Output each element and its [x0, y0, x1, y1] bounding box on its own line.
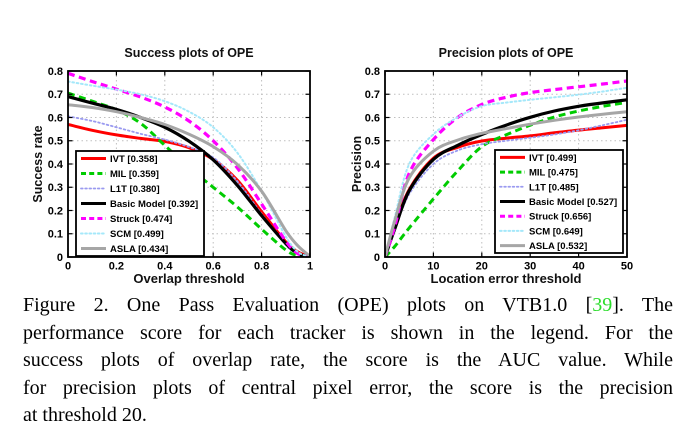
caption-line: performance score for each tracker is sh… [23, 320, 673, 348]
x-tick-label: 0 [65, 261, 71, 273]
plot-title: Success plots of OPE [124, 46, 254, 60]
x-tick-label: 10 [427, 261, 439, 273]
curve-scm [385, 86, 627, 257]
legend-label-asla: ASLA [0.434] [110, 244, 168, 255]
caption-text: performance score for each tracker is sh… [23, 321, 673, 344]
x-tick-label: 0.8 [254, 261, 269, 273]
caption-line: success plots of overlap rate, the score… [23, 347, 673, 375]
y-tick-label: 0.6 [48, 112, 63, 124]
x-axis-label: Location error threshold [430, 271, 582, 286]
x-tick-label: 1 [307, 261, 313, 273]
legend-label-scm: SCM [0.649] [529, 226, 583, 237]
y-tick-label: 0.4 [365, 159, 381, 171]
y-tick-label: 0.5 [365, 136, 380, 148]
caption-text: Figure 2. One Pass Evaluation (OPE) plot… [23, 294, 593, 316]
curve-struck [68, 71, 310, 257]
caption-line: at threshold 20. [23, 402, 673, 430]
x-tick-label: 0.4 [157, 261, 173, 273]
legend-label-asla: ASLA [0.532] [529, 241, 587, 252]
caption-text: ]. The [612, 294, 673, 316]
y-tick-label: 0.5 [48, 136, 63, 148]
legend-label-basic-model: Basic Model [0.392] [110, 199, 198, 210]
plot-title: Precision plots of OPE [438, 46, 574, 60]
y-tick-label: 0.2 [48, 205, 63, 217]
curve-asla [68, 103, 310, 257]
x-tick-label: 20 [476, 261, 488, 273]
legend-label-l1t: L1T [0.380] [110, 184, 160, 195]
caption-line: Figure 2. One Pass Evaluation (OPE) plot… [23, 292, 673, 320]
legend-label-basic-model: Basic Model [0.527] [529, 197, 617, 208]
y-tick-label: 0.2 [365, 205, 380, 217]
x-tick-label: 30 [524, 261, 536, 273]
x-tick-label: 0 [382, 261, 388, 273]
legend-label-mil: MIL [0.359] [110, 169, 159, 180]
success-plot-canvas: 0 0.2 0.4 0.6 0.8 1 0 0.1 0.2 0.3 0.4 0.5 0.6 0.7 0.8 I… [48, 66, 313, 273]
curve-scm [68, 80, 310, 257]
x-tick-label: 0.6 [206, 261, 221, 273]
y-tick-label: 0.8 [365, 66, 380, 78]
caption-line: for precision plots of central pixel err… [23, 375, 673, 403]
legend-label-ivt: IVT [0.358] [110, 154, 158, 165]
precision-plot-canvas: 0 10 20 30 40 50 0 0.1 0.2 0.3 0.4 0.5 0.6 0.7 0.8 IVT … [365, 66, 633, 273]
legend-label-ivt: IVT [0.499] [529, 153, 577, 164]
y-tick-label: 0.1 [48, 229, 63, 241]
legend-label-struck: Struck [0.656] [529, 212, 591, 223]
legend-label-mil: MIL [0.475] [529, 168, 578, 179]
y-tick-label: 0.3 [365, 182, 380, 194]
curve-asla [385, 110, 627, 257]
success-plot: Success plots of OPE Success rate Overla… [0, 0, 348, 295]
curve-struck [385, 79, 627, 257]
y-tick-label: 0.1 [365, 229, 380, 241]
caption-text: success plots of overlap rate, the score… [23, 349, 673, 372]
citation-link[interactable]: 39 [592, 294, 613, 316]
x-tick-label: 40 [572, 261, 584, 273]
x-tick-label: 50 [621, 261, 633, 273]
caption-text: for precision plots of central pixel err… [23, 376, 673, 399]
figure-caption: Figure 2. One Pass Evaluation (OPE) plot… [23, 292, 673, 430]
x-tick-label: 0.2 [109, 261, 124, 273]
y-tick-label: 0 [57, 252, 63, 264]
y-tick-label: 0.6 [365, 112, 380, 124]
y-tick-label: 0.4 [48, 159, 64, 171]
legend-box [494, 149, 624, 254]
y-tick-label: 0.7 [48, 89, 63, 101]
y-tick-label: 0.7 [365, 89, 380, 101]
y-tick-label: 0.3 [48, 182, 63, 194]
precision-plot: Precision plots of OPE Precision Locatio… [348, 0, 696, 295]
y-tick-label: 0.8 [48, 66, 63, 78]
legend-label-l1t: L1T [0.485] [529, 182, 579, 193]
x-axis-label: Overlap threshold [133, 271, 245, 286]
curve-mil [385, 100, 627, 257]
caption-text: at threshold 20. [23, 404, 147, 427]
curves-group [385, 79, 627, 257]
legend-label-scm: SCM [0.499] [110, 229, 164, 240]
legend-label-struck: Struck [0.474] [110, 214, 172, 225]
y-tick-label: 0 [374, 252, 380, 264]
